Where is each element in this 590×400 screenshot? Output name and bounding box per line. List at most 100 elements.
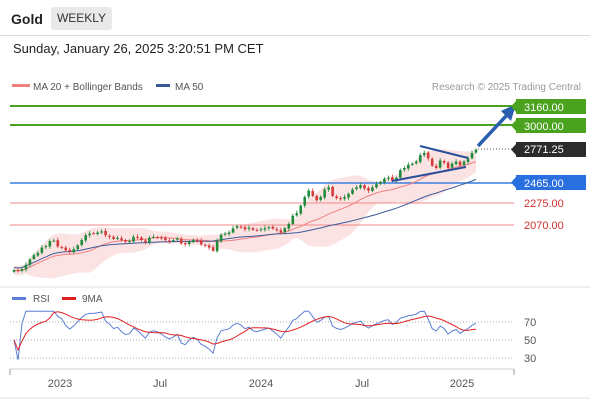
candle-body: [410, 163, 414, 165]
level-label-2070: 2070.00: [524, 220, 564, 232]
pattern-upper-line: [419, 145, 469, 159]
candle-body: [442, 160, 446, 163]
candle-body: [92, 233, 95, 235]
candle-body: [227, 232, 231, 235]
candle-body: [84, 235, 87, 241]
candle-body: [446, 162, 450, 169]
ma50-line: [13, 178, 477, 269]
x-tick-jul-2024: Jul: [355, 378, 369, 390]
candle-body: [108, 235, 111, 237]
candle-body: [112, 236, 115, 239]
candle-body: [387, 177, 390, 179]
candle-body: [375, 184, 378, 188]
level-box-last-price: [516, 142, 586, 157]
candle-body: [32, 255, 36, 259]
candle-body: [60, 246, 64, 248]
candle-body: [88, 233, 91, 236]
candle-body: [371, 187, 374, 192]
candle-body: [470, 152, 474, 159]
level-box-3160: [516, 99, 586, 114]
x-tick-2024: 2024: [249, 378, 273, 390]
candle-body: [311, 191, 315, 196]
candle-body: [426, 152, 430, 159]
rsi-legend-label: RSI: [33, 294, 50, 305]
candle-body: [239, 226, 243, 228]
candle-body: [462, 161, 466, 165]
candle-body: [391, 177, 394, 181]
level-box-3000: [516, 118, 586, 133]
candle-body: [251, 228, 255, 230]
candle-body: [343, 197, 346, 199]
candle-body: [474, 149, 478, 153]
candle-body: [259, 229, 263, 231]
candle-body: [327, 187, 330, 190]
candle-body: [48, 241, 52, 247]
candle-body: [104, 231, 107, 236]
candle-body: [116, 237, 119, 239]
candle-body: [20, 269, 24, 271]
candle-body: [379, 181, 382, 184]
candle-body: [275, 229, 279, 231]
ma50-legend-swatch: [156, 84, 170, 87]
candle-body: [319, 197, 322, 200]
timeframe-button[interactable]: WEEKLY: [51, 7, 112, 30]
candle-body: [283, 228, 287, 233]
candle-body: [68, 249, 72, 252]
candle-body: [450, 163, 454, 168]
candle-body: [422, 152, 426, 156]
candle-body: [172, 240, 175, 242]
candle-body: [96, 232, 99, 235]
rsi-tick-30: 30: [524, 353, 536, 365]
candle-body: [438, 160, 442, 168]
pattern-lower-line: [391, 166, 467, 182]
candle-body: [406, 164, 410, 169]
candle-body: [307, 190, 311, 197]
candle-body: [72, 249, 76, 253]
candle-body: [203, 244, 207, 246]
candle-body: [399, 170, 402, 178]
x-tick-2023: 2023: [48, 378, 72, 390]
candle-body: [255, 229, 259, 231]
x-tick-jul-2023: Jul: [153, 378, 167, 390]
top-bar: Gold WEEKLY: [0, 0, 590, 36]
candle-body: [156, 237, 159, 239]
bollinger-band: [14, 148, 476, 279]
candle-body: [215, 241, 219, 252]
candle-body: [363, 185, 366, 189]
candle-body: [271, 226, 275, 229]
candle-body: [263, 228, 267, 230]
candle-body: [80, 240, 84, 245]
candles-group: [12, 148, 478, 273]
candle-body: [24, 264, 28, 270]
candle-body: [152, 236, 155, 238]
candle-body: [136, 236, 139, 238]
ma20-legend-swatch: [12, 84, 30, 87]
candle-body: [144, 240, 147, 243]
ma9-legend-swatch: [62, 297, 76, 300]
rsi-line: [13, 310, 477, 360]
target-arrow-shaft: [476, 113, 509, 148]
candle-body: [76, 245, 80, 250]
candle-body: [64, 247, 68, 251]
candle-body: [235, 226, 239, 228]
level-pointer-last-price: [511, 144, 516, 155]
candle-body: [458, 161, 462, 166]
candle-body: [168, 240, 171, 242]
rsi-ma9-line: [13, 311, 477, 352]
candle-body: [199, 240, 203, 245]
candle-body: [28, 259, 32, 265]
candle-body: [291, 215, 295, 224]
candle-body: [414, 161, 418, 164]
candle-body: [183, 243, 187, 245]
candle-body: [36, 252, 40, 256]
candle-body: [430, 158, 434, 166]
rsi-tick-50: 50: [524, 335, 536, 347]
candle-body: [219, 234, 223, 242]
candle-body: [331, 186, 334, 196]
candle-body: [231, 228, 235, 233]
candle-body: [124, 240, 127, 242]
ma20-line: [13, 161, 477, 272]
candle-body: [191, 240, 195, 243]
candle-body: [267, 227, 271, 229]
